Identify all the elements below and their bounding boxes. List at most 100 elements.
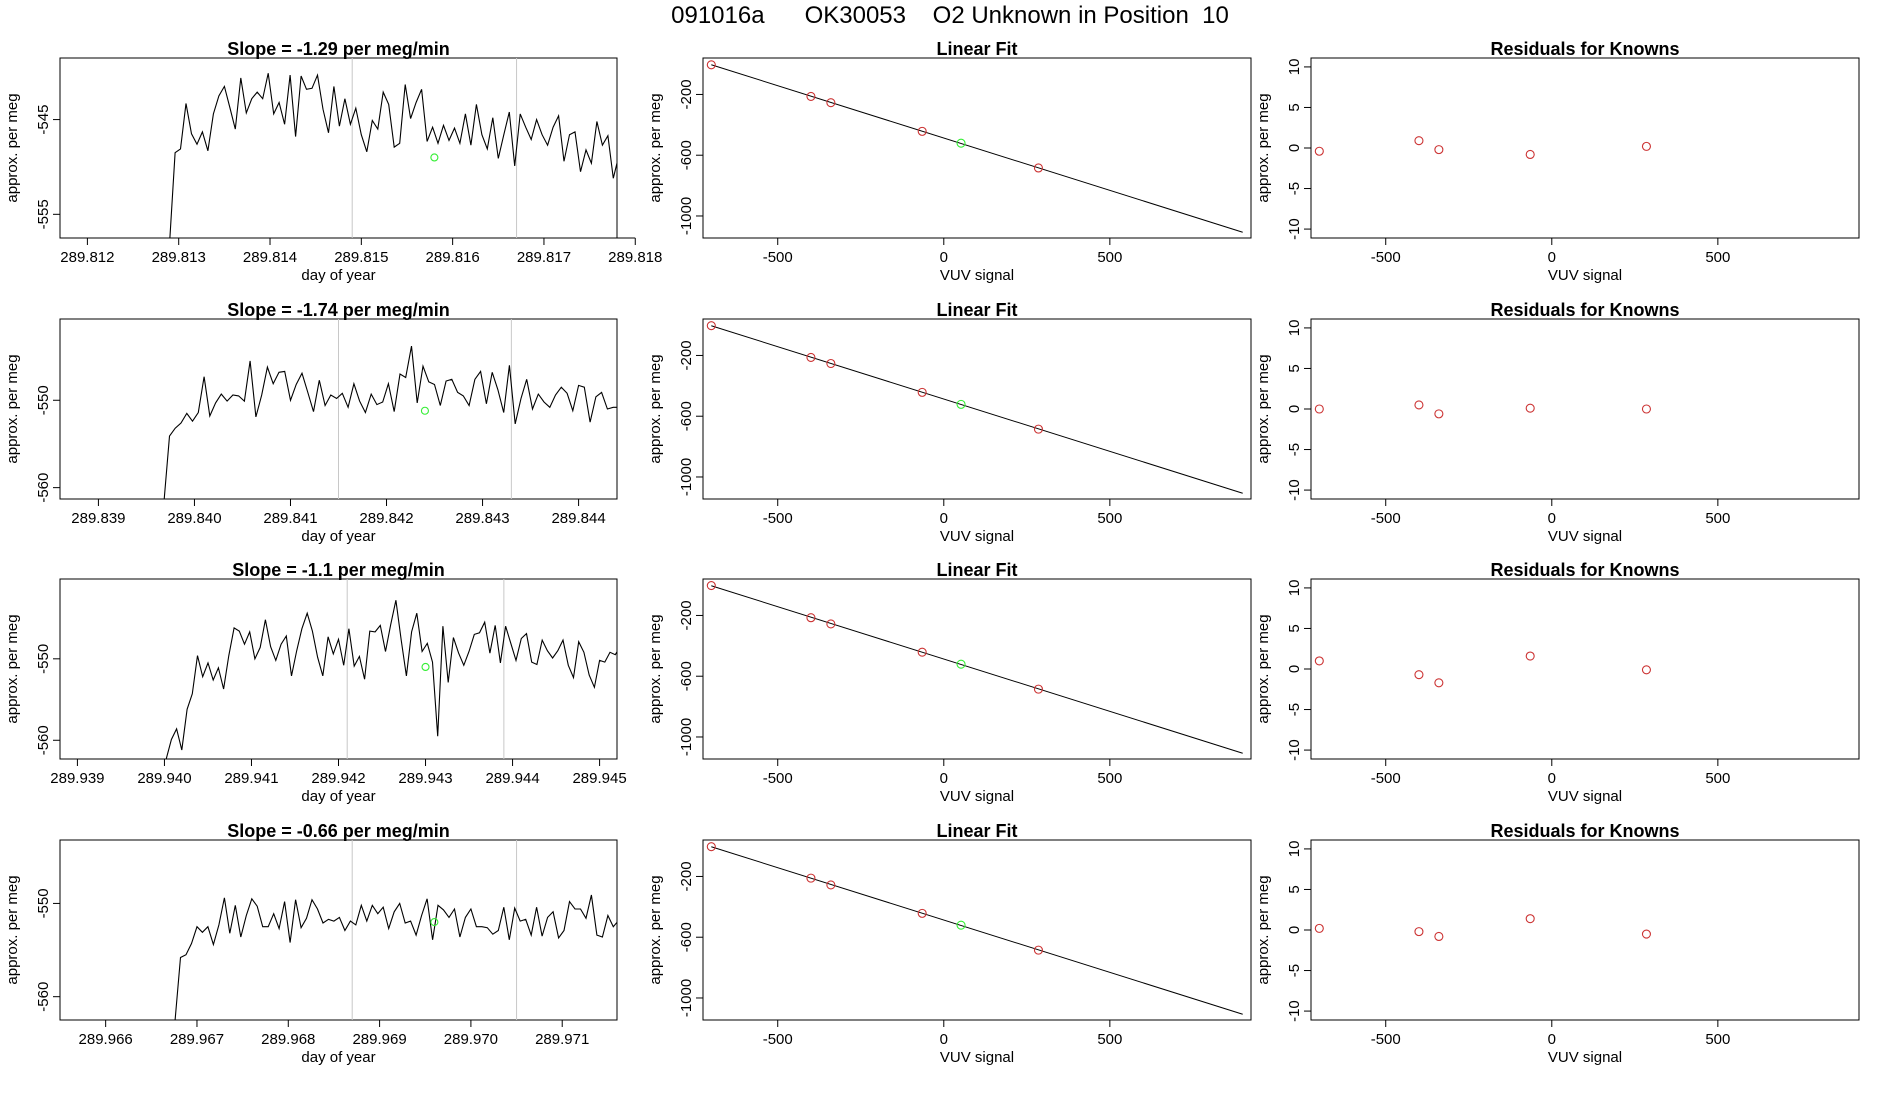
panel-r1-c1-xtick-label: 289.812 (60, 249, 114, 266)
panel-r2-c3-known-point (1641, 404, 1651, 414)
panel-r3-c2-known-point (806, 613, 816, 623)
panel-r3-c1-title: Slope = -1.1 per meg/min (232, 560, 445, 580)
panel-r2-c3-xlabel: VUV signal (1548, 528, 1622, 545)
panel-r3-c1-unknown-point (421, 662, 430, 672)
panel-r4-c3-known-point (1641, 929, 1651, 939)
panel-r3-c1-plot-area (165, 579, 617, 759)
panel-r3-c1-xtick-label: 289.945 (572, 770, 626, 787)
panel-r1-c3-known-point (1414, 136, 1424, 146)
panel-r3-c2-ytick-label: -200 (678, 600, 695, 630)
panel-r1-c2-ylabel: approx. per meg (647, 93, 664, 202)
panel-r2-c1-xtick-label: 289.843 (455, 510, 509, 527)
panel-r1-c2-unknown-point (956, 138, 966, 148)
panel-r4-c3-ytick-label: 5 (1286, 885, 1303, 893)
panel-r2-c3-ytick-label: 0 (1286, 405, 1303, 413)
panel-r4-c1-frame (59, 839, 618, 1021)
panel-r2-c1-xtick-label: 289.841 (263, 510, 317, 527)
panel-r2-c3-known-point (1314, 404, 1324, 414)
panel-r4-c3-frame (1310, 839, 1860, 1021)
panel-r3-c2-xtick-label: 0 (940, 770, 948, 787)
panel-r4-c2-xtick-label: 500 (1097, 1031, 1122, 1048)
panel-r2-c3-ytick-label: -10 (1286, 479, 1303, 501)
panel-r2-c2-known-point (806, 352, 816, 362)
panel-r4-c1-xtick-label: 289.966 (79, 1031, 133, 1048)
panel-r2-c2-known-point (826, 358, 836, 369)
panel-r1-c1-xtick-label: 289.816 (426, 249, 480, 266)
panel-r2-c1-xtick-label: 289.842 (359, 510, 413, 527)
panel-r4-c3-ytick-label: 0 (1286, 926, 1303, 934)
panel-r1-c2-known-point (917, 126, 927, 136)
panel-r4-c2-ytick-label: -200 (678, 861, 695, 891)
panel-r1-c1-xtick-label: 289.813 (152, 249, 206, 266)
panel-r1-c1-title: Slope = -1.29 per meg/min (227, 39, 450, 59)
panel-r4-c2-plot-area (706, 842, 1243, 1015)
panel-r3-c1-ylabel: approx. per meg (4, 614, 21, 723)
panel-r2-c3-known-point (1434, 409, 1444, 419)
panel-r2-c2-unknown-point (956, 399, 966, 409)
panel-r3-c1-xtick-label: 289.939 (50, 770, 104, 787)
panel-r3-c1-xtick-label: 289.942 (311, 770, 365, 787)
panel-r2-c1-ytick-label: -550 (35, 385, 52, 415)
panel-r3-c1-frame (59, 578, 618, 760)
panel-r2-c2-ylabel: approx. per meg (647, 354, 664, 463)
panel-r4-c2-xlabel: VUV signal (940, 1049, 1014, 1066)
panel-r3-c3-known-point (1641, 665, 1651, 675)
panel-r4-c2-known-point (806, 873, 816, 883)
panel-r3-c1-trace-line (165, 600, 617, 759)
panel-r3-c3-xlabel: VUV signal (1548, 788, 1622, 805)
panel-r2-c1-unknown-point (420, 406, 429, 415)
panel-r3-c3-ytick-label: -5 (1286, 703, 1303, 716)
panel-r3-c2-unknown-point (956, 659, 966, 669)
panel-r1-c3-known-point (1641, 141, 1651, 151)
panel-r2-c3-known-point (1525, 403, 1535, 413)
panel-r2-c2-ytick-label: -200 (678, 340, 695, 370)
panel-r1-c1-ytick-label: -545 (35, 105, 52, 135)
panel-r2-c3-title: Residuals for Knowns (1490, 300, 1679, 320)
panel-r1-c3-xtick-label: 0 (1548, 249, 1556, 266)
panel-r1-c3-xtick-label: 500 (1705, 249, 1730, 266)
panel-r3-c3-ytick-label: -10 (1286, 739, 1303, 761)
panel-r3-c2-ytick-label: -600 (678, 661, 695, 691)
panel-r3-c3-known-point (1525, 651, 1535, 661)
panel-r4-c1-xtick-label: 289.971 (535, 1031, 589, 1048)
panel-r1-c2-title: Linear Fit (936, 39, 1017, 59)
panel-r1-c3-ytick-label: 10 (1286, 59, 1303, 76)
panel-r1-c1-xtick-label: 289.817 (517, 249, 571, 266)
panel-r3-c2-known-point (706, 580, 716, 591)
panel-r1-c2-plot-area (706, 60, 1243, 233)
panel-r3-c3-known-point (1414, 670, 1424, 680)
panel-r3-c2-known-point (917, 647, 927, 657)
panel-r3-c1-xtick-label: 289.941 (224, 770, 278, 787)
page-title: 091016a OK30053 O2 Unknown in Position 1… (671, 2, 1229, 29)
panel-r4-c3-known-point (1525, 914, 1535, 924)
panel-r1-c3-ytick-label: -10 (1286, 218, 1303, 240)
panel-r2-c1-xtick-label: 289.840 (167, 510, 221, 527)
panel-r3-c2-xtick-label: 500 (1097, 770, 1122, 787)
panel-r1-c3-frame (1310, 57, 1860, 239)
panel-r2-c2-xlabel: VUV signal (940, 528, 1014, 545)
panel-r4-c1-title: Slope = -0.66 per meg/min (227, 821, 450, 841)
panel-r2-c2-known-point (1033, 424, 1043, 434)
panel-r4-c1-unknown-point (430, 918, 439, 927)
panel-r4-c1-ytick-label: -560 (35, 982, 52, 1012)
panel-r4-c2-known-point (917, 908, 927, 918)
panel-r2-c3-known-point (1414, 400, 1424, 410)
panel-r4-c3-title: Residuals for Knowns (1490, 821, 1679, 841)
panel-r2-c2-ytick-label: -1000 (678, 458, 695, 496)
panel-r1-c1-xtick-label: 289.814 (243, 249, 297, 266)
panel-r3-c2-fit-line (711, 585, 1243, 754)
panel-r2-c2-known-point (917, 387, 927, 397)
panel-r4-c1-xtick-label: 289.967 (170, 1031, 224, 1048)
panel-r1-c3-known-point (1314, 146, 1324, 156)
panel-r1-c3-xlabel: VUV signal (1548, 267, 1622, 284)
panel-r2-c3-frame (1310, 318, 1860, 500)
panel-r4-c1-trace-line (174, 894, 617, 1020)
panel-r1-c2-ytick-label: -600 (678, 140, 695, 170)
panel-r3-c3-plot-area (1314, 651, 1651, 688)
panel-r4-c3-known-point (1414, 927, 1424, 937)
panel-r2-c1-ytick-label: -560 (35, 473, 52, 503)
panel-r3-c2-ytick-label: -1000 (678, 718, 695, 756)
panel-r3-c3-known-point (1434, 678, 1444, 688)
panel-r2-c1-title: Slope = -1.74 per meg/min (227, 300, 450, 320)
